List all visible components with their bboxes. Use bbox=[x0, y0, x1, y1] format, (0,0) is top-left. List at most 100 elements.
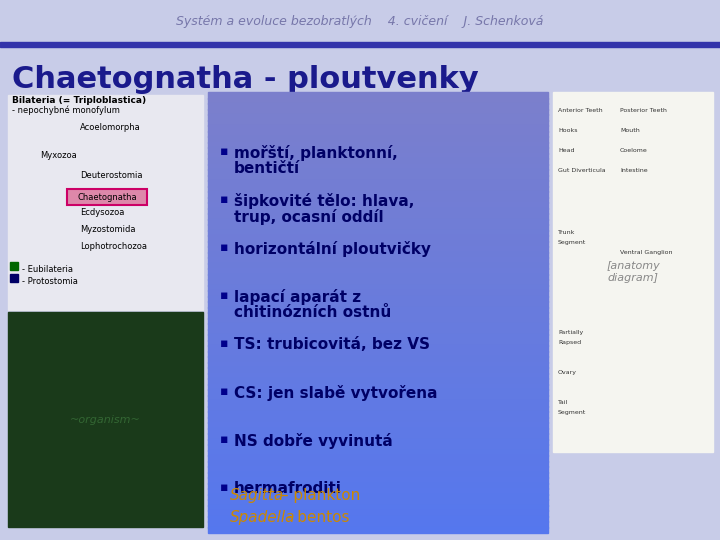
Text: Chaetognatha: Chaetognatha bbox=[77, 192, 137, 201]
Bar bbox=[208, 328, 548, 335]
Bar bbox=[208, 158, 548, 165]
FancyBboxPatch shape bbox=[67, 189, 147, 205]
Bar bbox=[208, 411, 548, 417]
Text: hermafroditi: hermafroditi bbox=[234, 481, 342, 496]
Text: Acoelomorpha: Acoelomorpha bbox=[80, 123, 140, 132]
Bar bbox=[208, 224, 548, 231]
Bar bbox=[208, 461, 548, 467]
Text: šipkovité tělo: hlava,: šipkovité tělo: hlava, bbox=[234, 193, 415, 209]
Text: Myxozoa: Myxozoa bbox=[40, 151, 77, 160]
Bar bbox=[208, 152, 548, 159]
Bar bbox=[553, 92, 713, 452]
Bar bbox=[208, 444, 548, 450]
Bar bbox=[208, 312, 548, 319]
Text: ▪: ▪ bbox=[220, 145, 228, 158]
Bar bbox=[208, 510, 548, 516]
Bar bbox=[208, 350, 548, 357]
Text: Myzostomida: Myzostomida bbox=[80, 225, 135, 234]
Bar bbox=[208, 191, 548, 198]
Text: ~organism~: ~organism~ bbox=[70, 415, 140, 425]
Bar bbox=[208, 416, 548, 423]
Bar bbox=[208, 262, 548, 269]
Bar bbox=[10, 274, 18, 282]
Text: - Protostomia: - Protostomia bbox=[22, 278, 78, 287]
Bar bbox=[208, 428, 548, 434]
Bar bbox=[208, 268, 548, 274]
Bar bbox=[208, 378, 548, 384]
Bar bbox=[208, 483, 548, 489]
Text: Segment: Segment bbox=[558, 410, 586, 415]
Bar bbox=[208, 301, 548, 307]
Bar bbox=[208, 213, 548, 219]
Bar bbox=[208, 499, 548, 505]
Text: horizontální ploutvičky: horizontální ploutvičky bbox=[234, 241, 431, 257]
Text: Sagitta: Sagitta bbox=[230, 488, 284, 503]
Bar bbox=[208, 207, 548, 214]
Bar bbox=[208, 285, 548, 291]
Bar bbox=[208, 488, 548, 495]
Bar bbox=[208, 373, 548, 379]
Bar bbox=[208, 114, 548, 120]
Text: Ovary: Ovary bbox=[558, 370, 577, 375]
Text: lapací aparát z: lapací aparát z bbox=[234, 289, 361, 305]
Bar bbox=[208, 202, 548, 208]
Bar bbox=[208, 235, 548, 241]
Text: Anterior Teeth: Anterior Teeth bbox=[558, 108, 603, 113]
Bar bbox=[208, 252, 548, 258]
Text: Chaetognatha - ploutvenky: Chaetognatha - ploutvenky bbox=[12, 65, 479, 94]
Text: Lophotrochozoa: Lophotrochozoa bbox=[80, 242, 147, 251]
Text: Tail: Tail bbox=[558, 400, 568, 405]
Bar bbox=[208, 334, 548, 341]
Bar bbox=[208, 125, 548, 132]
Bar bbox=[208, 471, 548, 478]
Text: Spadella: Spadella bbox=[230, 510, 295, 525]
Text: Rapsed: Rapsed bbox=[558, 340, 581, 345]
Text: Deuterostomia: Deuterostomia bbox=[80, 171, 143, 180]
Bar bbox=[208, 273, 548, 280]
Text: Trunk: Trunk bbox=[558, 230, 575, 235]
Bar bbox=[208, 455, 548, 462]
Text: Bilateria (= Triploblastica): Bilateria (= Triploblastica) bbox=[12, 96, 146, 105]
Text: ▪: ▪ bbox=[220, 337, 228, 350]
Bar bbox=[208, 230, 548, 236]
Bar bbox=[208, 345, 548, 352]
Bar bbox=[208, 98, 548, 104]
Bar bbox=[208, 257, 548, 264]
Bar bbox=[208, 147, 548, 153]
Text: TS: trubicovitá, bez VS: TS: trubicovitá, bez VS bbox=[234, 337, 430, 352]
Text: Systém a evoluce bezobratlých    4. cvičení    J. Schenková: Systém a evoluce bezobratlých 4. cvičení… bbox=[176, 16, 544, 29]
Text: Partially: Partially bbox=[558, 330, 583, 335]
Bar bbox=[0, 42, 720, 47]
Bar bbox=[208, 340, 548, 346]
Bar bbox=[208, 477, 548, 483]
Text: ▪: ▪ bbox=[220, 433, 228, 446]
Text: Ecdysozoa: Ecdysozoa bbox=[80, 208, 125, 217]
Text: ▪: ▪ bbox=[220, 193, 228, 206]
Bar bbox=[8, 95, 203, 310]
Text: CS: jen slabě vytvořena: CS: jen slabě vytvořena bbox=[234, 385, 438, 401]
Text: ▪: ▪ bbox=[220, 481, 228, 494]
Bar bbox=[208, 400, 548, 407]
Bar bbox=[208, 466, 548, 472]
Text: Posterior Teeth: Posterior Teeth bbox=[620, 108, 667, 113]
Bar bbox=[208, 383, 548, 390]
Text: – plankton: – plankton bbox=[276, 488, 360, 503]
Text: - bentos: - bentos bbox=[282, 510, 349, 525]
Text: chitinózních ostnů: chitinózních ostnů bbox=[234, 305, 391, 320]
Text: bentičtí: bentičtí bbox=[234, 161, 300, 176]
Bar bbox=[208, 180, 548, 186]
Bar bbox=[208, 197, 548, 203]
Bar bbox=[208, 109, 548, 115]
Bar bbox=[208, 164, 548, 170]
Bar bbox=[208, 295, 548, 302]
Bar bbox=[208, 356, 548, 362]
Text: ▪: ▪ bbox=[220, 289, 228, 302]
Bar bbox=[208, 131, 548, 137]
Text: NS dobře vyvinutá: NS dobře vyvinutá bbox=[234, 433, 392, 449]
Bar bbox=[208, 219, 548, 225]
Text: ▪: ▪ bbox=[220, 385, 228, 398]
Bar bbox=[10, 262, 18, 270]
Bar bbox=[208, 169, 548, 176]
Text: trup, ocasní oddíl: trup, ocasní oddíl bbox=[234, 209, 384, 225]
Bar bbox=[208, 103, 548, 110]
